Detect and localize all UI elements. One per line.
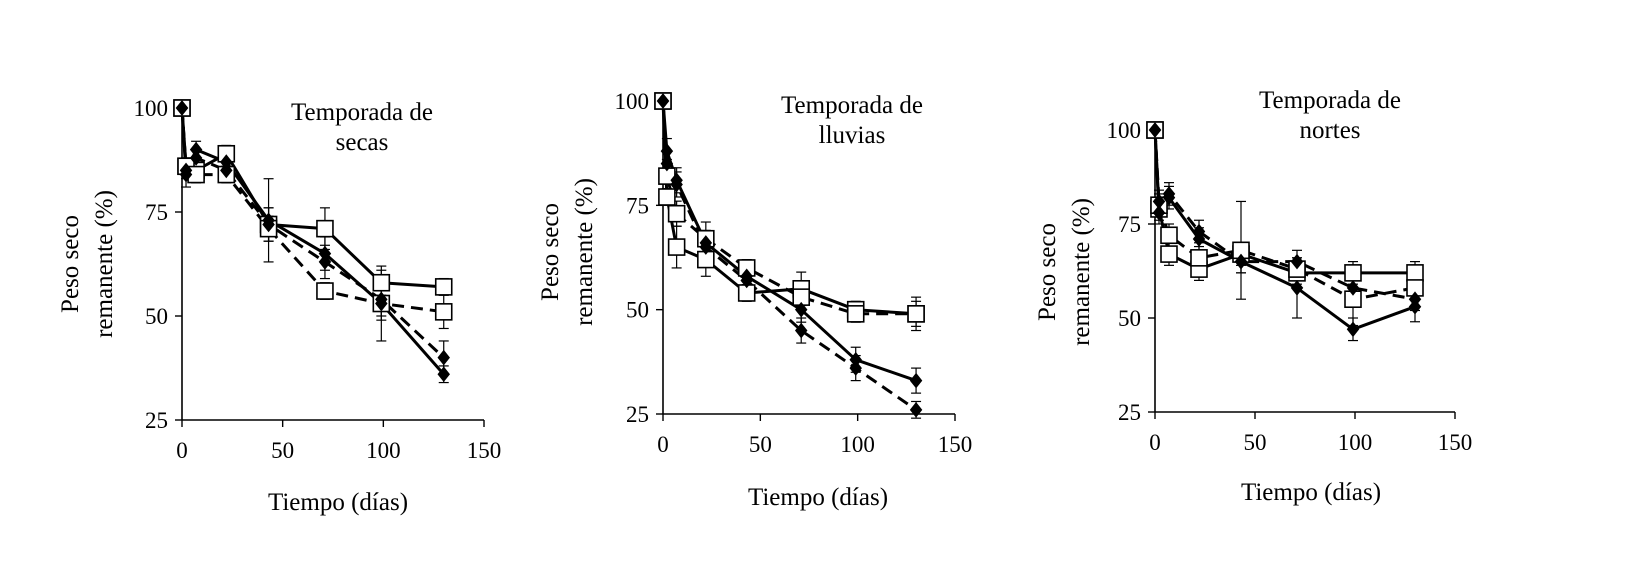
data-point-diamond	[909, 402, 923, 418]
data-point-diamond	[909, 372, 923, 389]
series-line-diamond-dashed	[1153, 129, 1416, 301]
y-tick-label: 25	[1118, 400, 1141, 425]
panel-title-line-1: Temporada de	[291, 99, 433, 126]
x-tick-label: 50	[271, 438, 294, 463]
data-point-diamond	[740, 272, 753, 289]
data-point-diamond	[849, 360, 862, 376]
y-axis-title-line-2: remanente (%)	[1068, 198, 1095, 346]
x-tick-label: 50	[1244, 430, 1267, 455]
y-tick-label: 25	[145, 408, 168, 433]
data-point-diamond	[318, 254, 332, 270]
data-point-square	[434, 303, 453, 321]
data-point-diamond	[1290, 253, 1304, 270]
chart-panel-nortes: Temporada de nortes Tiempo (días) Peso s…	[1034, 87, 1472, 506]
x-axis-title: Tiempo (días)	[1241, 479, 1381, 506]
panel-title-line-1: Temporada de	[1259, 87, 1401, 114]
x-tick-label: 100	[840, 432, 875, 457]
x-tick-label: 100	[1338, 430, 1373, 455]
y-axis-title-line-2: remanente (%)	[91, 190, 118, 338]
data-point-square	[1160, 245, 1178, 263]
data-point-diamond	[1162, 186, 1176, 202]
data-point-diamond	[437, 366, 450, 383]
panel-title-line-2: nortes	[1299, 117, 1360, 144]
chart-panel-secas: Temporada de secas Tiempo (días) Peso se…	[57, 96, 501, 516]
data-point-diamond	[1148, 122, 1162, 138]
data-point-diamond	[437, 349, 450, 366]
y-tick-label: 50	[1118, 306, 1141, 331]
y-axis-title-line-1: Peso seco	[537, 203, 564, 301]
data-point-square	[372, 273, 391, 292]
data-point-square	[1160, 226, 1178, 245]
data-point-diamond	[1152, 193, 1166, 210]
x-tick-label: 150	[467, 438, 502, 463]
data-point-diamond	[1346, 321, 1360, 338]
data-point-square	[667, 204, 686, 223]
data-point-square	[846, 305, 865, 323]
data-point-diamond	[794, 322, 808, 339]
x-axis-title: Tiempo (días)	[748, 484, 888, 511]
y-tick-label: 75	[1118, 212, 1141, 237]
panel-title-line-2: secas	[336, 129, 389, 156]
data-point-diamond	[1234, 253, 1248, 270]
chart-panel-lluvias: Temporada de lluvias Tiempo (días) Peso …	[537, 89, 972, 511]
y-tick-label: 100	[1107, 118, 1142, 143]
data-point-diamond	[189, 150, 203, 166]
data-point-diamond	[660, 155, 674, 172]
data-point-diamond	[175, 100, 189, 116]
data-point-square	[667, 238, 686, 256]
panel-title-line-1: Temporada de	[781, 92, 923, 119]
y-axis-title-line-1: Peso seco	[1034, 223, 1061, 321]
x-tick-label: 50	[749, 432, 772, 457]
data-point-diamond	[262, 216, 275, 233]
data-point-diamond	[179, 162, 193, 179]
y-axis-title-line-2: remanente (%)	[571, 178, 598, 326]
x-tick-label: 0	[1149, 430, 1161, 455]
data-point-diamond	[1192, 223, 1206, 240]
y-tick-label: 50	[145, 304, 168, 329]
y-axis-title-line-1: Peso seco	[57, 215, 84, 313]
data-point-square	[907, 305, 925, 323]
data-point-diamond	[375, 291, 388, 308]
series-line-square-solid	[180, 107, 444, 289]
x-tick-label: 0	[176, 438, 188, 463]
data-point-square	[658, 188, 676, 206]
data-point-square	[1190, 249, 1208, 267]
x-tick-label: 150	[1438, 430, 1473, 455]
y-tick-label: 75	[145, 200, 168, 225]
data-point-diamond	[656, 93, 670, 109]
data-point-diamond	[220, 162, 233, 179]
series-line-square-dashed	[180, 107, 444, 314]
data-point-diamond	[699, 239, 713, 255]
data-point-diamond	[670, 176, 683, 193]
y-tick-label: 50	[626, 298, 649, 323]
data-point-square	[434, 278, 453, 296]
y-tick-label: 100	[134, 96, 169, 121]
x-tick-label: 0	[657, 432, 669, 457]
data-point-square	[1406, 264, 1424, 282]
data-point-diamond	[1408, 291, 1422, 308]
y-tick-label: 25	[626, 402, 649, 427]
x-axis-title: Tiempo (días)	[268, 489, 408, 516]
data-point-square	[1344, 264, 1362, 282]
y-tick-label: 75	[626, 193, 649, 218]
y-tick-label: 100	[615, 89, 650, 114]
data-point-diamond	[1290, 280, 1304, 296]
data-point-diamond	[1152, 204, 1166, 221]
data-point-diamond	[794, 301, 808, 318]
series-line-diamond-solid	[1153, 129, 1416, 331]
data-point-square	[316, 282, 334, 300]
panel-title-line-2: lluvias	[819, 122, 886, 149]
data-point-square	[316, 219, 334, 238]
x-tick-label: 150	[938, 432, 973, 457]
data-point-diamond	[1346, 280, 1360, 296]
x-tick-label: 100	[366, 438, 401, 463]
